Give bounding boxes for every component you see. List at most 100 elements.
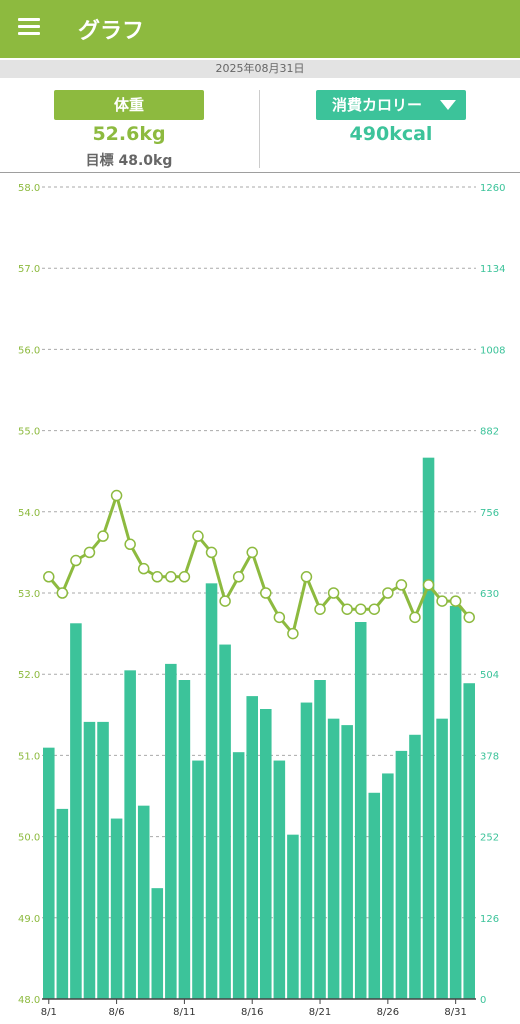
weight-point[interactable] xyxy=(246,546,258,559)
weight-point[interactable] xyxy=(219,595,231,607)
weight-point[interactable] xyxy=(83,546,96,559)
weight-point[interactable] xyxy=(436,595,448,607)
y-left-tick-label: 53.0 xyxy=(18,589,40,600)
calorie-bar[interactable] xyxy=(232,752,245,999)
calorie-bar[interactable] xyxy=(83,721,96,999)
weight-value: 52.6kg xyxy=(92,123,166,145)
y-left-tick-label: 54.0 xyxy=(18,508,40,519)
calorie-bar[interactable] xyxy=(246,696,258,999)
y-right-tick-label: 882 xyxy=(480,427,499,438)
weight-point[interactable] xyxy=(97,530,109,542)
calorie-bar[interactable] xyxy=(300,702,313,999)
calorie-bar[interactable] xyxy=(260,709,272,999)
weight-point[interactable] xyxy=(368,603,381,615)
calorie-bar[interactable] xyxy=(110,818,123,999)
y-left-tick-label: 55.0 xyxy=(18,427,40,438)
calorie-bar[interactable] xyxy=(97,721,109,999)
calorie-bar[interactable] xyxy=(436,718,448,999)
calorie-bar[interactable] xyxy=(395,750,408,999)
calorie-bar[interactable] xyxy=(287,834,299,999)
y-left-tick-label: 49.0 xyxy=(18,914,40,925)
weight-point[interactable] xyxy=(314,603,326,615)
calorie-bar[interactable] xyxy=(354,622,367,999)
calorie-bar[interactable] xyxy=(165,663,177,999)
weight-point[interactable] xyxy=(449,595,462,607)
calorie-dropdown-label: 消費カロリー xyxy=(332,96,423,114)
y-left-tick-label: 56.0 xyxy=(18,345,40,356)
calorie-bar[interactable] xyxy=(43,747,55,999)
x-tick-label: 8/31 xyxy=(444,1007,466,1018)
calorie-bar[interactable] xyxy=(463,683,475,999)
y-left-tick-label: 58.0 xyxy=(18,183,40,194)
weight-point[interactable] xyxy=(287,627,299,640)
calorie-bar[interactable] xyxy=(422,457,435,1000)
weight-point[interactable] xyxy=(260,587,272,599)
dropdown-triangle-icon xyxy=(440,100,456,110)
weight-point[interactable] xyxy=(56,587,69,599)
calorie-bar[interactable] xyxy=(368,792,381,999)
calorie-bar[interactable] xyxy=(56,808,69,999)
y-right-tick-label: 252 xyxy=(480,833,499,844)
weight-point[interactable] xyxy=(422,579,435,591)
calorie-bar[interactable] xyxy=(449,605,462,999)
calorie-bar[interactable] xyxy=(137,805,150,999)
weight-point[interactable] xyxy=(327,587,340,599)
y-left-tick-label: 51.0 xyxy=(18,751,40,762)
weight-point[interactable] xyxy=(124,538,136,551)
summary-divider xyxy=(259,90,260,168)
y-left-tick-label: 57.0 xyxy=(18,264,40,275)
weight-point[interactable] xyxy=(341,603,353,615)
weight-point[interactable] xyxy=(273,611,286,624)
weight-point[interactable] xyxy=(205,546,218,559)
weight-button[interactable]: 体重 xyxy=(54,90,204,120)
weight-point[interactable] xyxy=(110,489,123,502)
calorie-bar[interactable] xyxy=(70,623,82,999)
weight-point[interactable] xyxy=(409,611,421,624)
calorie-bar[interactable] xyxy=(205,583,218,999)
weight-point[interactable] xyxy=(43,571,55,583)
weight-point[interactable] xyxy=(354,603,367,615)
calorie-bar[interactable] xyxy=(341,725,353,999)
y-left-tick-label: 50.0 xyxy=(18,833,40,844)
calorie-bar[interactable] xyxy=(327,718,340,999)
summary-bottom-border xyxy=(0,172,520,173)
y-right-tick-label: 1008 xyxy=(480,345,505,356)
weight-point[interactable] xyxy=(395,579,408,591)
calorie-bar[interactable] xyxy=(192,760,204,999)
weight-point[interactable] xyxy=(165,571,177,583)
weight-point[interactable] xyxy=(300,571,313,583)
calorie-bar[interactable] xyxy=(382,773,394,999)
calorie-bar[interactable] xyxy=(409,734,421,999)
date-label: 2025年08月31日 xyxy=(0,60,520,78)
y-right-tick-label: 126 xyxy=(480,914,499,925)
y-left-tick-label: 48.0 xyxy=(18,995,40,1006)
calorie-bar[interactable] xyxy=(219,644,231,999)
weight-point[interactable] xyxy=(232,571,245,583)
weight-point[interactable] xyxy=(178,571,191,583)
weight-point[interactable] xyxy=(70,554,82,567)
y-right-tick-label: 630 xyxy=(480,589,499,600)
weight-point[interactable] xyxy=(463,611,475,624)
weight-point[interactable] xyxy=(151,571,164,583)
app-bar: グラフ xyxy=(0,0,520,58)
x-tick-label: 8/11 xyxy=(173,1007,195,1018)
y-right-tick-label: 756 xyxy=(480,508,499,519)
calorie-bar[interactable] xyxy=(151,888,164,999)
weight-point[interactable] xyxy=(192,530,204,542)
y-right-tick-label: 504 xyxy=(480,670,499,681)
calorie-bar[interactable] xyxy=(314,680,326,999)
y-right-tick-label: 0 xyxy=(480,995,486,1006)
x-tick-label: 8/6 xyxy=(109,1007,125,1018)
x-tick-label: 8/21 xyxy=(309,1007,331,1018)
x-tick-label: 8/16 xyxy=(241,1007,263,1018)
calorie-dropdown-button[interactable]: 消費カロリー xyxy=(316,90,466,120)
weight-line xyxy=(47,494,471,636)
hamburger-menu-icon[interactable] xyxy=(18,18,40,36)
calorie-bar[interactable] xyxy=(273,760,286,999)
weight-point[interactable] xyxy=(137,562,150,575)
calorie-bar[interactable] xyxy=(178,680,191,999)
weight-point[interactable] xyxy=(382,587,394,599)
weight-goal: 目標 48.0kg xyxy=(85,153,173,169)
calorie-bar[interactable] xyxy=(124,670,136,999)
